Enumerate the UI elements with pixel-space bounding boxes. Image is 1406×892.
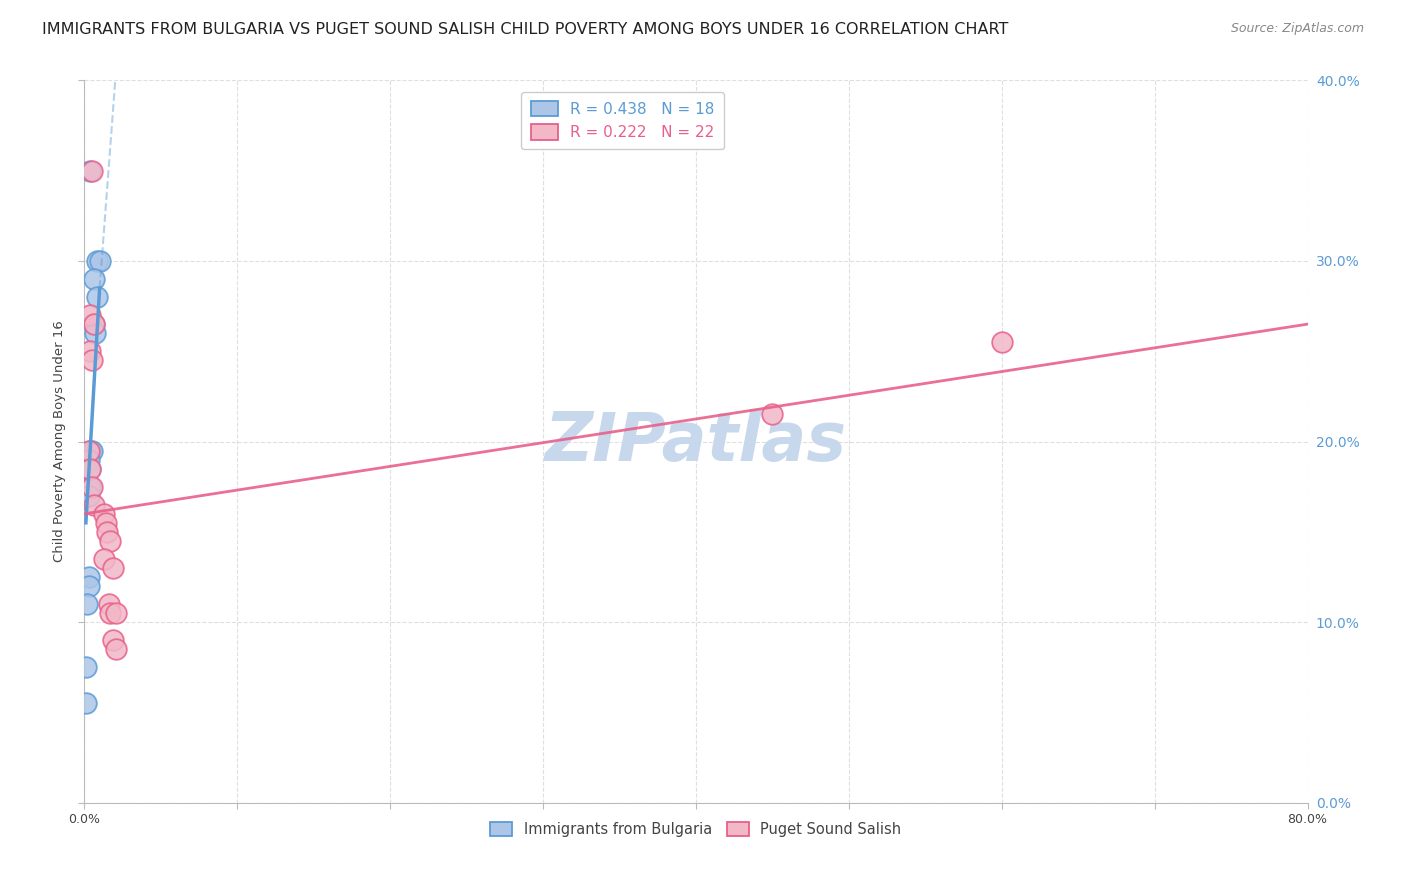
Point [79,163,101,178]
Point [83,317,105,331]
Point [761,408,783,422]
Point [105,606,128,620]
Y-axis label: Child Poverty Among Boys Under 16: Child Poverty Among Boys Under 16 [52,320,66,563]
Point [79,480,101,494]
Point [76,597,98,611]
Point [86,290,108,304]
Point [77,443,100,458]
Point [75,660,97,674]
Point [991,335,1014,350]
Point [79,308,101,322]
Point [98,606,121,620]
Point [89,254,111,268]
Text: IMMIGRANTS FROM BULGARIA VS PUGET SOUND SALISH CHILD POVERTY AMONG BOYS UNDER 16: IMMIGRANTS FROM BULGARIA VS PUGET SOUND … [42,22,1008,37]
Point [93,507,115,521]
Point [80,163,103,178]
Point [93,552,115,566]
Point [103,561,125,575]
Point [79,461,101,475]
Point [84,326,107,340]
Point [86,254,108,268]
Point [77,579,100,593]
Point [94,516,117,530]
Point [103,633,125,648]
Legend: Immigrants from Bulgaria, Puget Sound Salish: Immigrants from Bulgaria, Puget Sound Sa… [485,816,907,842]
Text: Source: ZipAtlas.com: Source: ZipAtlas.com [1230,22,1364,36]
Point [80,443,103,458]
Text: ZIPatlas: ZIPatlas [546,409,846,475]
Point [77,570,100,584]
Point [98,533,121,548]
Point [77,489,100,503]
Point [80,353,103,368]
Point [79,344,101,359]
Point [79,461,101,475]
Point [77,452,100,467]
Point [80,480,103,494]
Point [97,597,120,611]
Point [105,642,128,657]
Point [83,498,105,512]
Point [75,697,97,711]
Point [83,272,105,286]
Point [96,524,118,539]
Point [79,443,101,458]
Point [83,317,105,331]
